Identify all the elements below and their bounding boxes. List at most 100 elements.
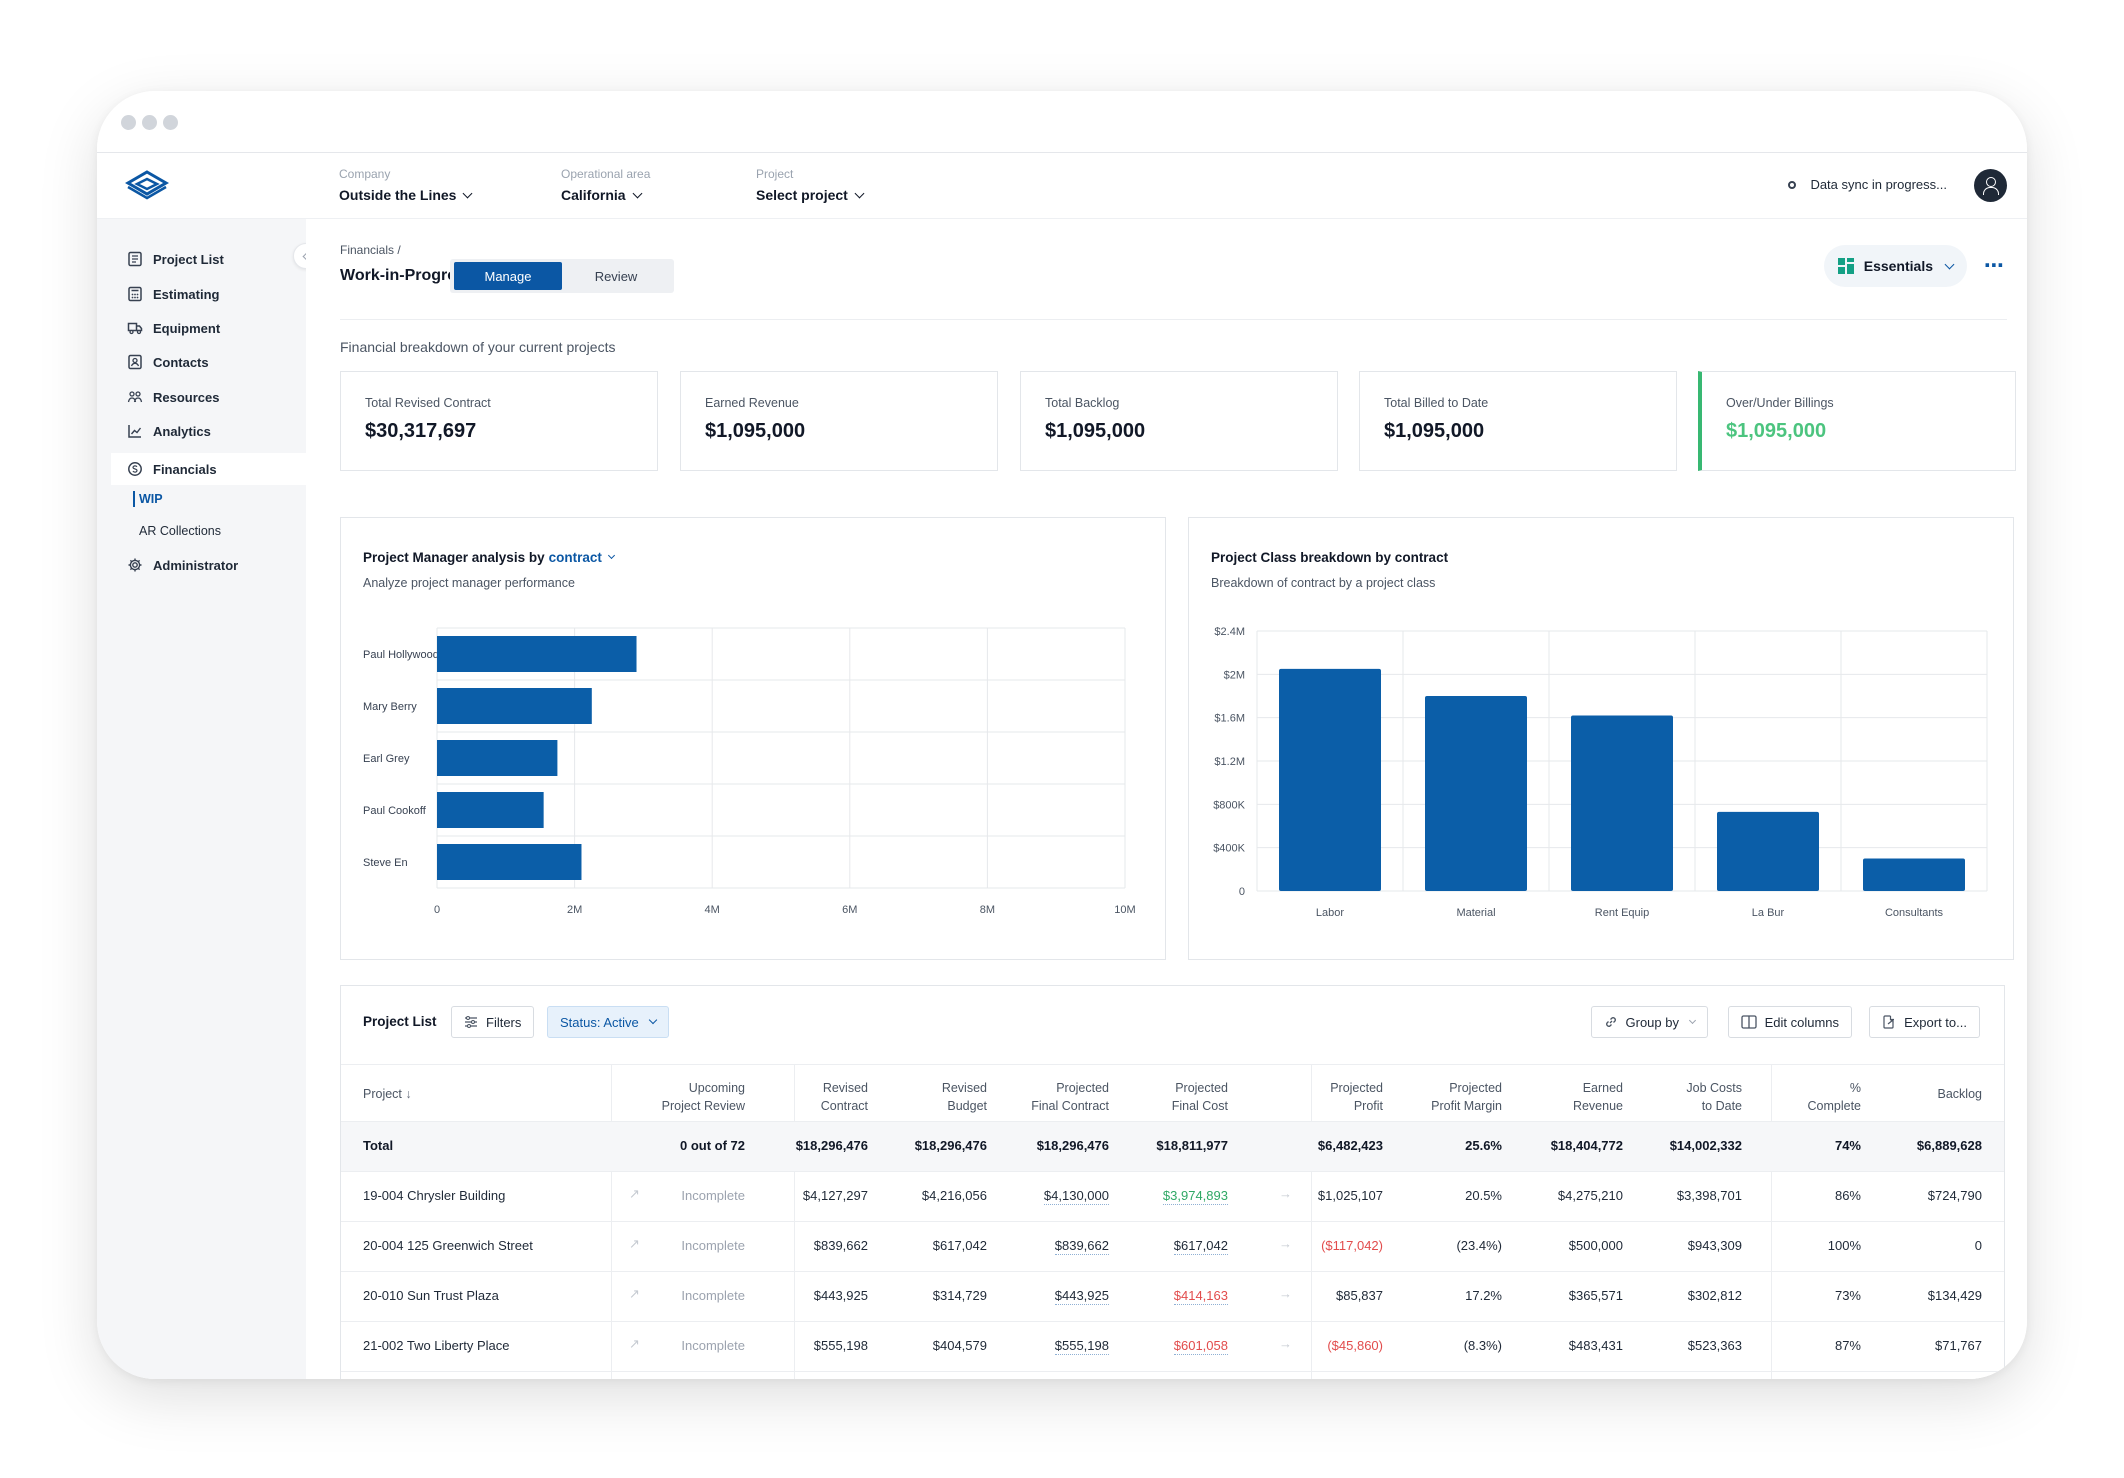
table-cell: $617,042 (1173, 1238, 1228, 1255)
table-cell: $943,309 (1687, 1238, 1742, 1253)
breadcrumb[interactable]: Financials / (340, 243, 401, 257)
column-header-revised-contract[interactable]: Revised Contract (820, 1081, 868, 1113)
table-cell: $18,296,476 (914, 1138, 987, 1153)
table-cell: $601,058 (1173, 1338, 1228, 1355)
table-cell: $555,198 (813, 1338, 868, 1353)
open-project-icon[interactable]: ↗ (629, 1186, 640, 1201)
user-avatar[interactable] (1974, 169, 2007, 202)
contact-card-icon (128, 354, 142, 370)
y-category-label: Paul Cookoff (363, 805, 427, 817)
x-tick-label: 2M (567, 904, 582, 916)
essentials-dropdown[interactable]: Essentials (1823, 245, 1967, 287)
column-header-job-costs[interactable]: Job Costs to Date (1686, 1081, 1742, 1113)
table-cell: (8.3%) (1463, 1338, 1502, 1353)
company-selector[interactable]: Company Outside the Lines (339, 167, 473, 203)
column-header-final-cost[interactable]: Projected Final Cost (1171, 1081, 1228, 1113)
arrow-right-icon: → (1279, 1186, 1292, 1201)
close-window-dot[interactable] (121, 115, 136, 130)
sidebar-item-contacts[interactable]: Contacts (127, 348, 209, 376)
chart-icon (128, 425, 142, 438)
sidebar-item-equipment[interactable]: Equipment (127, 314, 220, 342)
more-options-icon[interactable]: ⋯ (1984, 255, 2005, 277)
sidebar-subitem-ar-collections[interactable]: AR Collections (139, 524, 221, 538)
column-header-percent-complete[interactable]: % Complete (1807, 1081, 1862, 1113)
open-project-icon[interactable]: ↗ (629, 1286, 640, 1301)
kpi-label: Earned Revenue (705, 396, 799, 410)
x-category-label: Rent Equip (1595, 907, 1649, 919)
open-project-icon[interactable]: ↗ (629, 1336, 640, 1351)
column-header-profit-margin[interactable]: Projected Profit Margin (1431, 1081, 1502, 1113)
columns-icon (1740, 1015, 1757, 1029)
column-header-projected-profit[interactable]: Projected Profit (1330, 1081, 1383, 1113)
table-cell: $71,767 (1935, 1338, 1982, 1353)
filters-button[interactable]: Filters (451, 1006, 535, 1038)
group-by-button[interactable]: Group by (1590, 1006, 1708, 1038)
sidebar-item-financials[interactable]: Financials (127, 455, 217, 483)
column-header-backlog[interactable]: Backlog (1937, 1087, 1982, 1101)
edit-columns-button[interactable]: Edit columns (1727, 1006, 1852, 1038)
tab-review[interactable]: Review (594, 268, 638, 284)
sidebar-subitem-wip[interactable]: WIP (139, 492, 163, 506)
table-cell: $4,130,000 (1043, 1188, 1109, 1205)
column-header-upcoming-review[interactable]: Upcoming Project Review (661, 1081, 745, 1113)
sidebar-item-estimating[interactable]: Estimating (127, 280, 219, 308)
y-category-label: Steve En (363, 857, 408, 869)
sidebar-item-label: Contacts (153, 354, 209, 370)
dashboard-grid-icon (1837, 258, 1854, 274)
column-header-revised-budget[interactable]: Revised Budget (941, 1081, 987, 1113)
table-row[interactable]: 21-002 Two Liberty Place Incomplete $555,1… (341, 1322, 2004, 1372)
pm-analysis-card: Project Manager analysis by contract Ana… (340, 517, 1166, 960)
page-subtitle: Financial breakdown of your current proj… (340, 339, 616, 355)
column-header-project[interactable]: Project ↓ (363, 1087, 412, 1101)
kpi-card-total-revised-contract: Total Revised Contract $30,317,697 (340, 371, 658, 471)
chevron-down-icon (463, 188, 473, 198)
table-cell: Total (363, 1138, 394, 1153)
metric-selector[interactable]: contract (549, 550, 615, 565)
filter-sliders-icon (465, 1016, 477, 1028)
table-row[interactable]: 20-010 Sun Trust Plaza Incomplete $443,925… (341, 1272, 2004, 1322)
table-cell: Incomplete (681, 1288, 745, 1303)
y-tick-label: $800K (1213, 799, 1245, 811)
area-value: California (561, 187, 626, 203)
maximize-window-dot[interactable] (163, 115, 178, 130)
table-total-row: Total 0 out of 72 $18,296,476 $18,296,476 $1… (341, 1122, 2004, 1172)
table-cell: 87% (1834, 1338, 1861, 1353)
project-selector[interactable]: Project Select project (756, 167, 865, 203)
sidebar-item-project-list[interactable]: Project List (127, 245, 224, 273)
column-header-earned-revenue[interactable]: Earned Revenue (1572, 1081, 1623, 1113)
table-cell: $4,127,297 (802, 1188, 868, 1203)
open-project-icon[interactable]: ↗ (629, 1236, 640, 1251)
sidebar-item-resources[interactable]: Resources (127, 383, 219, 411)
table-row[interactable]: 19-004 Chrysler Building Incomplete $4,127… (341, 1172, 2004, 1222)
export-label: Export to... (1904, 1014, 1967, 1030)
table-row[interactable]: 20-004 125 Greenwich Street Incomplete $83… (341, 1222, 2004, 1272)
window-titlebar (97, 91, 2027, 153)
x-tick-label: 0 (434, 904, 440, 916)
export-button[interactable]: Export to... (1869, 1006, 1980, 1038)
tab-manage[interactable]: Manage (454, 262, 562, 290)
table-cell: $365,571 (1568, 1288, 1623, 1303)
table-cell: Incomplete (681, 1188, 745, 1203)
pm-chart-title-text: Project Manager analysis by (363, 550, 545, 565)
chevron-down-icon (1944, 259, 1955, 269)
y-tick-label: $1.2M (1214, 756, 1245, 768)
status-filter-chip[interactable]: Status: Active (547, 1006, 669, 1038)
table-cell: $443,925 (1054, 1288, 1109, 1305)
table-cell: $18,404,772 (1550, 1138, 1623, 1153)
sidebar-item-administrator[interactable]: Administrator (127, 551, 238, 579)
table-cell: Incomplete (681, 1238, 745, 1253)
table-cell: $555,198 (1054, 1338, 1109, 1355)
area-selector[interactable]: Operational area California (561, 167, 650, 203)
app-logo-icon[interactable] (125, 169, 169, 201)
table-cell: $18,811,977 (1156, 1138, 1228, 1153)
class-bar-chart: 0 $400K $800K $1.2M $1.6M $2M $2.4M Labor Materi… (1213, 626, 1988, 919)
sidebar-item-analytics[interactable]: Analytics (127, 417, 211, 445)
x-category-label: Consultants (1885, 907, 1944, 919)
y-category-label: Paul Hollywood (363, 649, 439, 661)
class-chart-title: Project Class breakdown by contract (1211, 550, 1449, 565)
kpi-label: Total Billed to Date (1384, 396, 1489, 410)
minimize-window-dot[interactable] (142, 115, 157, 130)
column-header-final-contract[interactable]: Projected Final Contract (1031, 1081, 1109, 1113)
table-cell: 20-010 Sun Trust Plaza (363, 1288, 499, 1303)
header-divider (340, 319, 2007, 320)
